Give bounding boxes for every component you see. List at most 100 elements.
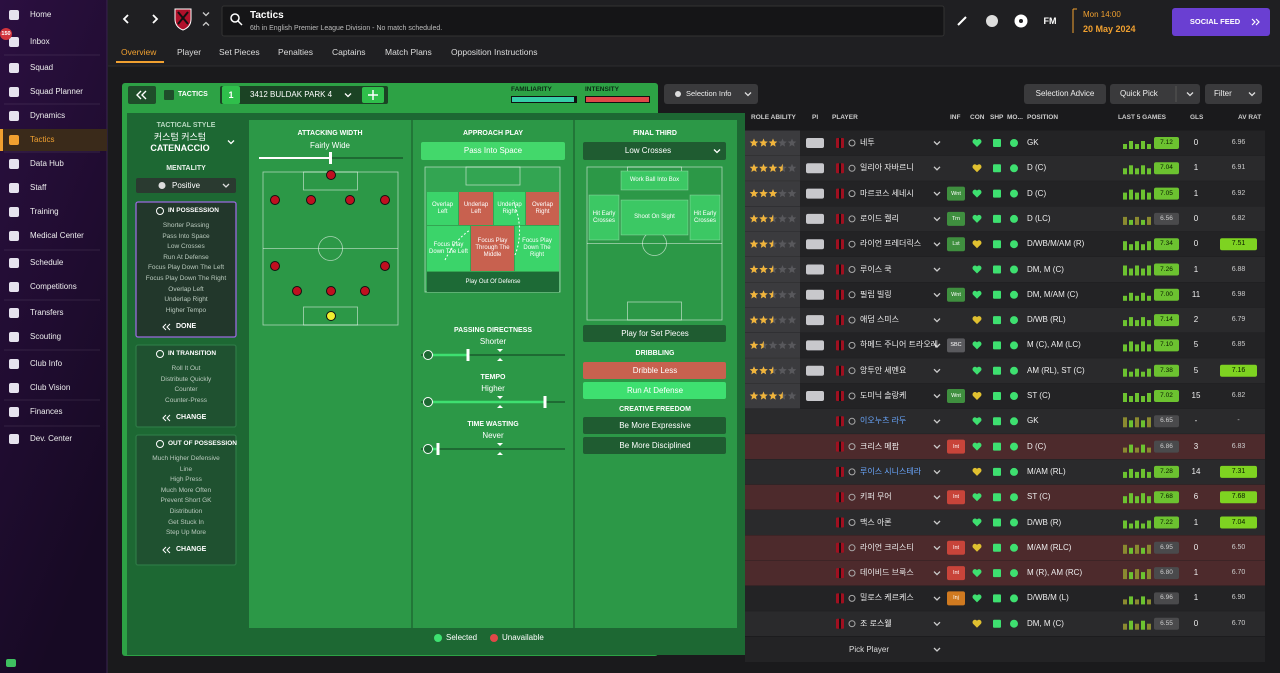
tab[interactable]: Penalties [278,47,313,57]
player-name[interactable]: 로이드 켈리 [860,213,900,223]
nav-item[interactable]: Training [30,207,59,216]
form-bar [1147,216,1151,225]
player-name[interactable]: 루이스 시니스테라 [860,466,922,476]
player-name[interactable]: 데이비드 브룩스 [860,568,914,578]
av-rat-badge [1220,238,1257,251]
player-name[interactable]: 이오누츠 라두 [860,416,907,426]
instruction: Get Stuck In [168,518,204,526]
final-third-selected[interactable]: Low Crosses [624,146,672,155]
inf-label: Int [952,494,960,501]
dribbling-label[interactable]: Dribble Less [632,365,678,375]
nav-item[interactable]: Squad [30,63,54,72]
nav-item[interactable]: Transfers [30,308,64,317]
inf-label: Int [952,544,960,551]
tab[interactable]: Set Pieces [219,47,260,57]
social-feed[interactable]: SOCIAL FEED [1189,17,1241,26]
star [749,340,759,350]
mentality[interactable]: Positive [172,180,201,190]
table-button [1205,84,1262,104]
nav-item[interactable]: Scouting [30,332,62,341]
player-name[interactable]: 애덤 스미스 [860,315,900,325]
form-bar [1123,344,1127,352]
section-button[interactable]: DONE [176,323,197,330]
nav-item[interactable]: Home [30,10,52,19]
dribbling-label[interactable]: Run At Defense [626,385,684,395]
player-name[interactable]: 마르코스 세네시 [860,188,914,198]
selection-info[interactable]: Selection Info [686,89,732,98]
tactic-name[interactable]: 3412 BULDAK PARK 4 [250,90,333,99]
tab[interactable]: Captains [332,47,366,57]
condition-icon [972,189,982,198]
position: AM (RL), ST (C) [1027,365,1085,375]
player-name[interactable]: 필립 빌링 [860,289,892,299]
tab[interactable]: Match Plans [385,47,432,57]
nav-item[interactable]: Staff [30,183,47,192]
star [749,239,759,248]
staff-icon [986,15,998,27]
shirt-stripe [839,138,841,148]
crest-stripe [177,11,189,25]
table-button-label[interactable]: Selection Advice [1035,89,1095,98]
section-button[interactable]: CHANGE [176,414,207,421]
star [759,214,768,223]
section-title: PASSING DIRECTNESS [453,327,533,334]
nav-item[interactable]: Finances [30,407,63,416]
player-name[interactable]: 키퍼 무어 [860,492,892,502]
last5-box [1154,592,1179,605]
set-pieces[interactable]: Play for Set Pieces [621,328,689,338]
player-name[interactable]: 조 로스웰 [860,618,892,628]
player-name[interactable]: 라이언 크리스티 [860,542,914,552]
nav-item[interactable]: Club Info [30,359,63,368]
player-name[interactable]: 밀로스 케르케스 [860,593,914,603]
nav-item[interactable]: Tactics [30,135,55,144]
last5-box [1154,440,1179,453]
creative-label[interactable]: Be More Disciplined [619,440,691,450]
player-name[interactable]: 하메드 주니어 트라오레 [860,340,939,350]
column-header: CON [970,114,985,121]
nav-item[interactable]: Data Hub [30,159,64,168]
nav-item[interactable]: Inbox [30,37,50,46]
form-bar [1135,623,1139,630]
nav-item[interactable]: Dev. Center [30,434,73,443]
form-bar [1129,244,1133,251]
form-bar [1147,496,1151,504]
nav-item[interactable]: Competitions [30,282,77,291]
nav-item[interactable]: Schedule [30,258,64,267]
creative-label[interactable]: Be More Expressive [619,420,691,430]
player-name[interactable]: 라이언 프레더릭스 [860,239,922,249]
form-bar [1141,292,1145,301]
player-name[interactable]: 도미닉 솔랑케 [860,391,907,400]
nav-item[interactable]: Dynamics [30,111,66,120]
last5-box [1154,516,1179,529]
column-header: POSITION [1027,114,1059,121]
pi-icon [806,340,824,351]
column-header: GLS [1190,114,1204,121]
pick-player[interactable]: Pick Player [849,644,890,654]
tab[interactable]: Player [177,47,202,57]
tab[interactable]: Opposition Instructions [451,47,538,57]
player-name[interactable]: 앙투안 세멘요 [860,365,907,375]
forward-button [152,14,159,24]
nav-item[interactable]: Medical Center [30,231,84,240]
inf-label: Wnt [951,393,961,399]
player-name[interactable]: 네투 [860,138,875,147]
form-bar [1129,547,1133,554]
player-name[interactable]: 루이스 쿡 [860,264,892,274]
player-name[interactable]: 일리아 자바르니 [860,163,914,173]
table-button-label[interactable]: Filter [1214,89,1232,98]
tab[interactable]: Overview [121,47,157,57]
last5-rating: 6.55 [1160,619,1173,627]
form-bar [1123,544,1127,554]
player-name[interactable]: 맥스 아론 [860,517,892,527]
star-empty [778,340,787,350]
player-name[interactable]: 크리스 메팜 [860,441,900,451]
form-bar [1147,471,1151,478]
table-button-label[interactable]: Quick Pick [1120,89,1158,98]
nav-item[interactable]: Club Vision [30,383,71,392]
section-button[interactable]: CHANGE [176,546,207,553]
nav-item[interactable]: Squad Planner [30,87,83,96]
nav-icon [9,282,19,292]
star-empty [787,290,797,299]
approach-selected[interactable]: Pass Into Space [463,146,523,155]
fm-logo: FM [1043,16,1057,26]
